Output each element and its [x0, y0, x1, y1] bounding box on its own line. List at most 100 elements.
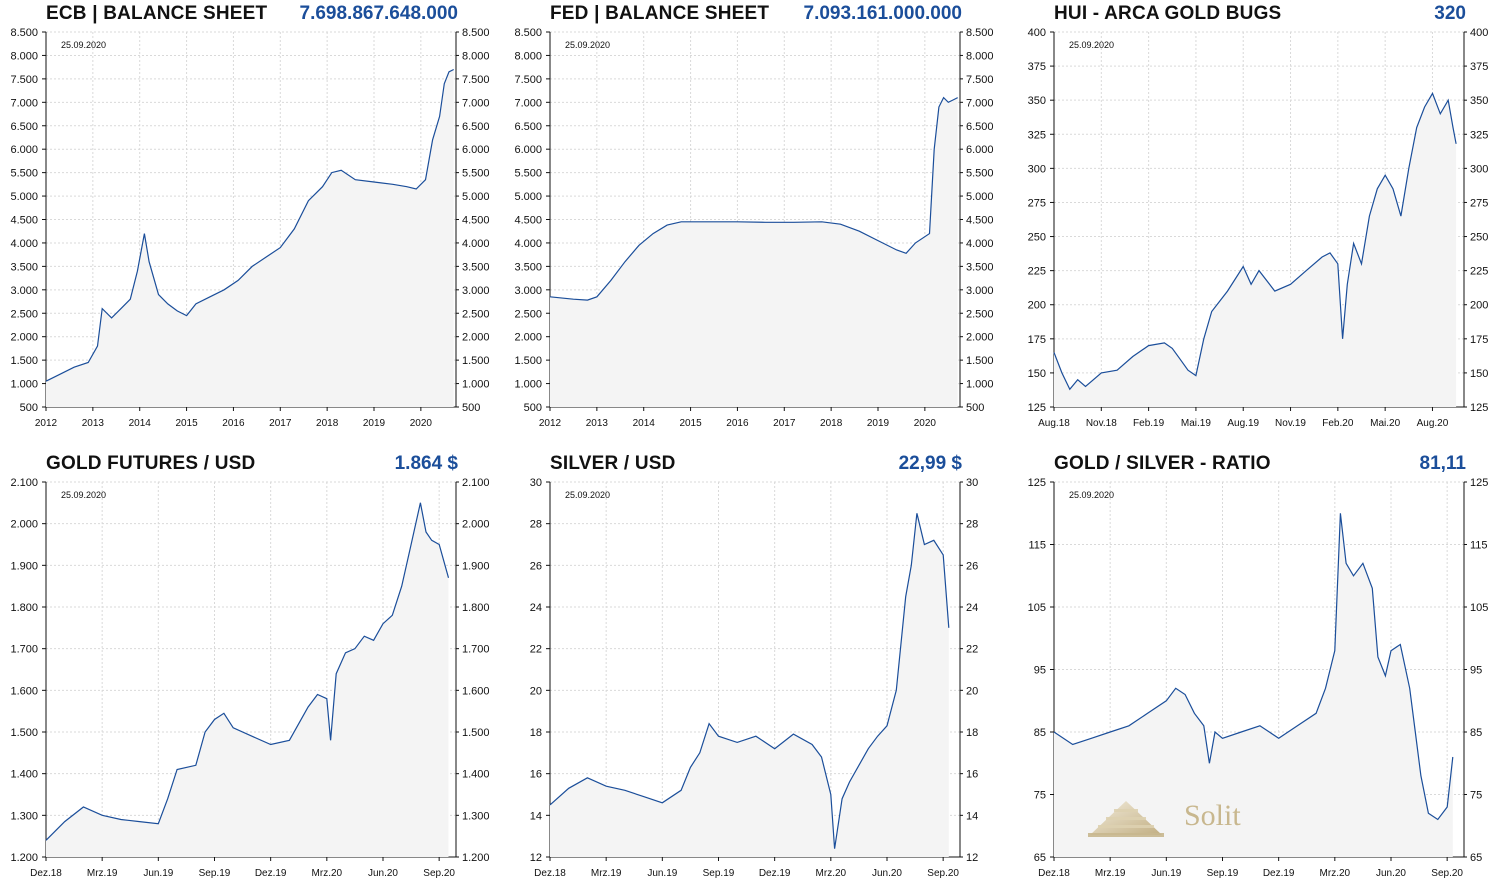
y-tick-label-left: 75: [1034, 790, 1046, 802]
y-tick-label-left: 24: [530, 602, 542, 614]
chart-panel: GOLD / SILVER - RATIO 81,11 65 65 75 75 85 85 95…: [1008, 450, 1508, 894]
y-tick-label-left: 5.500: [514, 168, 542, 180]
x-tick-label: Dez.19: [759, 868, 791, 879]
y-tick-label-right: 1.400: [462, 769, 490, 781]
series-area: [46, 502, 449, 857]
y-tick-label-left: 400: [1028, 27, 1046, 39]
headline-value: 7.698.867.648.000: [299, 3, 459, 24]
x-tick-label: Jun.20: [368, 868, 398, 879]
y-tick-label-left: 500: [20, 402, 38, 414]
y-tick-label-left: 1.900: [10, 560, 38, 572]
date-label: 25.09.2020: [1069, 490, 1114, 500]
chart-title: FED | BALANCE SHEET: [550, 3, 770, 24]
x-tick-label: Sep.19: [199, 868, 231, 879]
y-tick-label-left: 105: [1028, 602, 1046, 614]
y-tick-label-right: 325: [1470, 129, 1488, 141]
y-tick-label-right: 500: [966, 402, 984, 414]
x-tick-label: Mrz.19: [87, 868, 118, 879]
y-tick-label-right: 3.000: [462, 285, 490, 297]
y-tick-label-right: 22: [966, 644, 978, 656]
y-tick-label-left: 95: [1034, 665, 1046, 677]
y-tick-label-left: 5.500: [10, 168, 38, 180]
y-tick-label-right: 1.200: [462, 852, 490, 864]
y-tick-label-right: 5.000: [966, 191, 994, 203]
chart-panel: ECB | BALANCE SHEET 7.698.867.648.000 500 5…: [0, 0, 502, 444]
y-tick-label-left: 1.400: [10, 769, 38, 781]
y-tick-label-left: 2.100: [10, 477, 38, 489]
x-tick-label: Dez.19: [1263, 868, 1295, 879]
x-tick-label: Mrz.20: [312, 868, 343, 879]
y-tick-label-left: 6.500: [514, 121, 542, 133]
y-tick-label-left: 4.500: [10, 215, 38, 227]
date-label: 25.09.2020: [565, 490, 610, 500]
y-tick-label-left: 8.000: [10, 50, 38, 62]
y-tick-label-left: 150: [1028, 368, 1046, 380]
y-tick-label-left: 1.000: [514, 379, 542, 391]
y-tick-label-left: 275: [1028, 197, 1046, 209]
x-tick-label: Jun.19: [647, 868, 677, 879]
chart-plot: 12 12 14 14 16 16 18 18 20 20 22 22 24 24 26 26 28 28 30 30…: [530, 477, 979, 879]
x-tick-label: 2015: [175, 418, 198, 429]
y-tick-label-left: 2.500: [514, 308, 542, 320]
headline-value: 81,11: [1419, 453, 1467, 474]
y-tick-label-right: 400: [1470, 27, 1488, 39]
chart-plot: 500 500 1.000 1.000 1.500 1.500 2.000 2.000 2.50…: [10, 27, 490, 429]
y-tick-label-right: 2.000: [462, 332, 490, 344]
chart-plot: 1.200 1.200 1.300 1.300 1.400 1.400 1.500 1.500…: [10, 477, 490, 879]
y-tick-label-right: 8.000: [462, 50, 490, 62]
y-tick-label-left: 65: [1034, 852, 1046, 864]
chart-panel: SILVER / USD 22,99 $ 12 12 14 14 16 16 18 18 20 20 2…: [504, 450, 1006, 894]
y-tick-label-left: 8.500: [10, 27, 38, 39]
x-tick-label: Sep.19: [1207, 868, 1239, 879]
y-tick-label-right: 1.000: [966, 379, 994, 391]
y-tick-label-right: 16: [966, 769, 978, 781]
y-tick-label-left: 20: [530, 685, 542, 697]
x-tick-label: Jun.19: [143, 868, 173, 879]
series-area: [1054, 93, 1457, 408]
y-tick-label-right: 8.500: [462, 27, 490, 39]
y-tick-label-right: 275: [1470, 197, 1488, 209]
y-tick-label-left: 7.000: [10, 97, 38, 109]
headline-value: 320: [1434, 3, 1466, 24]
y-tick-label-left: 1.300: [10, 810, 38, 822]
y-tick-label-right: 1.300: [462, 810, 490, 822]
series-line: [549, 96, 958, 301]
x-tick-label: 2018: [316, 418, 339, 429]
headline-value: 22,99 $: [898, 453, 962, 474]
y-tick-label-right: 2.000: [966, 332, 994, 344]
y-tick-label-left: 2.000: [10, 519, 38, 531]
x-tick-label: Sep.20: [423, 868, 455, 879]
x-tick-label: 2017: [773, 418, 796, 429]
y-tick-label-left: 14: [530, 810, 542, 822]
x-tick-label: 2016: [222, 418, 245, 429]
y-tick-label-left: 350: [1028, 95, 1046, 107]
y-tick-label-left: 85: [1034, 727, 1046, 739]
series-line: [1053, 92, 1457, 391]
y-tick-label-left: 7.000: [514, 97, 542, 109]
chart-title: HUI - ARCA GOLD BUGS: [1054, 3, 1282, 24]
y-tick-label-left: 28: [530, 519, 542, 531]
series-line: [1053, 513, 1454, 821]
y-tick-label-left: 6.500: [10, 121, 38, 133]
x-tick-label: 2014: [633, 418, 656, 429]
x-tick-label: Mrz.19: [1095, 868, 1126, 879]
y-tick-label-left: 16: [530, 769, 542, 781]
y-tick-label-left: 125: [1028, 402, 1046, 414]
x-tick-label: 2018: [820, 418, 843, 429]
y-tick-label-right: 6.000: [966, 144, 994, 156]
y-tick-label-right: 7.500: [462, 74, 490, 86]
y-tick-label-right: 5.500: [462, 168, 490, 180]
y-tick-label-left: 1.600: [10, 685, 38, 697]
x-tick-label: Aug.20: [1417, 418, 1449, 429]
x-tick-label: 2020: [914, 418, 937, 429]
x-tick-label: Feb.20: [1322, 418, 1354, 429]
y-tick-label-right: 1.000: [462, 379, 490, 391]
x-tick-label: Mrz.20: [816, 868, 847, 879]
y-tick-label-left: 4.500: [514, 215, 542, 227]
x-tick-label: Nov.19: [1275, 418, 1306, 429]
y-tick-label-right: 2.100: [462, 477, 490, 489]
x-tick-label: Sep.20: [1431, 868, 1463, 879]
series-line: [45, 502, 450, 841]
y-tick-label-right: 1.800: [462, 602, 490, 614]
y-tick-label-right: 5.500: [966, 168, 994, 180]
